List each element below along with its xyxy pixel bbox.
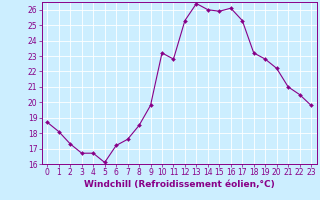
X-axis label: Windchill (Refroidissement éolien,°C): Windchill (Refroidissement éolien,°C): [84, 180, 275, 189]
